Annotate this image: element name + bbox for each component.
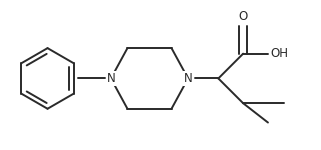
Text: O: O — [239, 10, 248, 23]
Text: OH: OH — [271, 47, 289, 60]
Text: N: N — [184, 72, 192, 85]
Text: N: N — [107, 72, 115, 85]
